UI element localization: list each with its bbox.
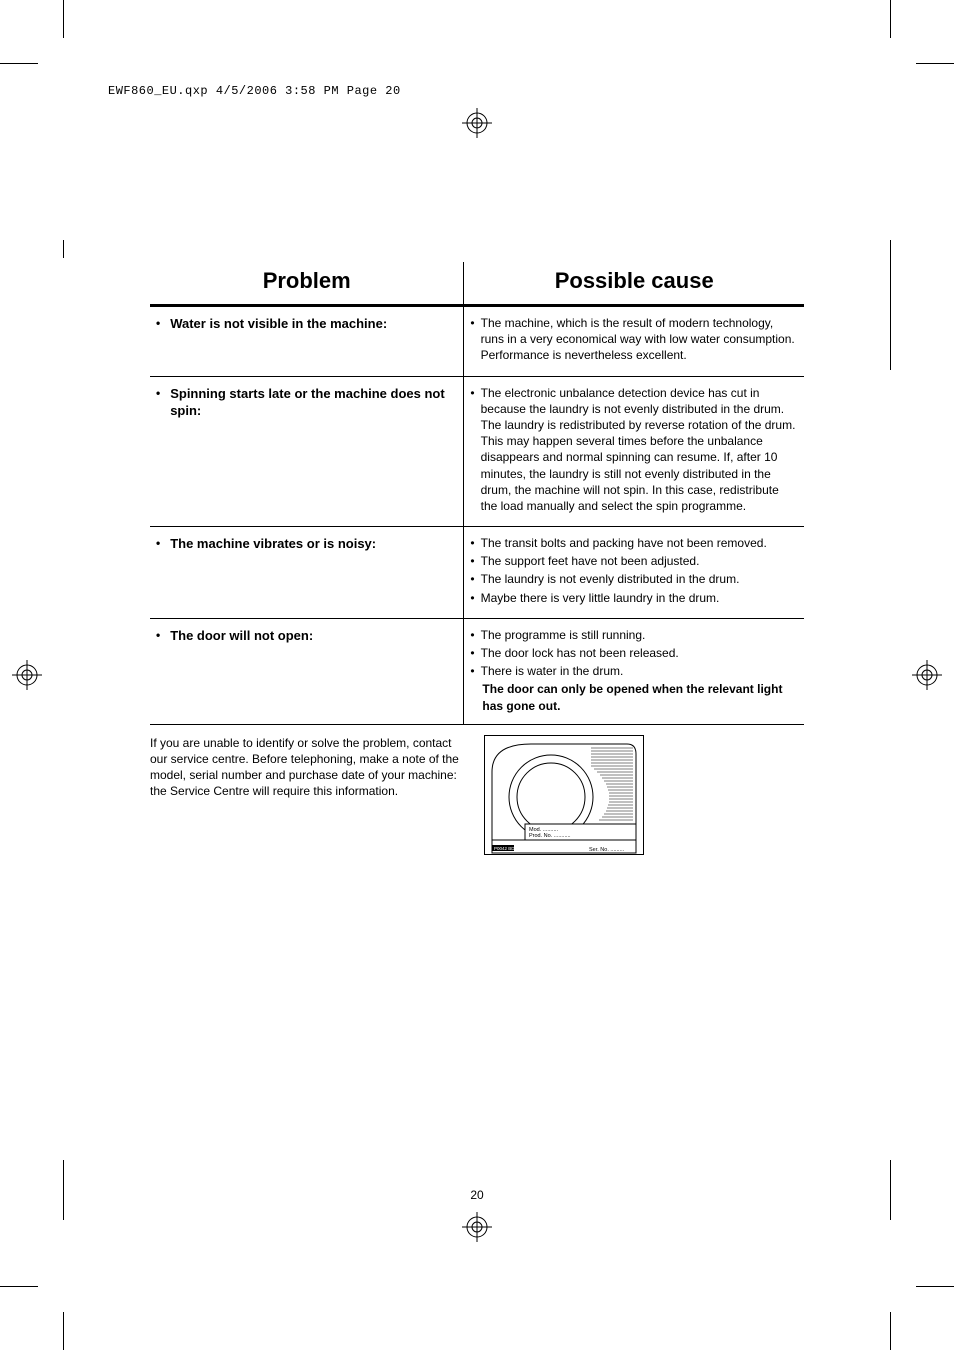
- cause-text: The electronic unbalance detection devic…: [481, 385, 798, 515]
- table-row: • Spinning starts late or the machine do…: [150, 376, 804, 527]
- footer-block: If you are unable to identify or solve t…: [150, 735, 804, 855]
- bullet-icon: •: [470, 571, 474, 587]
- service-info-text: If you are unable to identify or solve t…: [150, 735, 464, 800]
- problem-text: Water is not visible in the machine:: [170, 315, 387, 333]
- trim-line: [890, 240, 891, 370]
- preflight-header: EWF860_EU.qxp 4/5/2006 3:58 PM Page 20: [108, 84, 401, 98]
- bullet-icon: •: [470, 315, 474, 364]
- col-header-cause: Possible cause: [464, 262, 804, 306]
- bullet-icon: •: [156, 535, 160, 553]
- crop-mark: [916, 1286, 954, 1287]
- col-header-problem: Problem: [150, 262, 464, 306]
- bullet-icon: •: [470, 385, 474, 515]
- bullet-icon: •: [156, 315, 160, 333]
- registration-mark-icon: [462, 108, 492, 138]
- rating-plate-figure: Mod. .......... Prod. No. ........... Se…: [484, 735, 644, 855]
- registration-mark-icon: [12, 660, 42, 690]
- crop-mark: [890, 0, 891, 38]
- table-row: • The door will not open: • The programme…: [150, 618, 804, 724]
- problem-text: The machine vibrates or is noisy:: [170, 535, 376, 553]
- crop-mark: [63, 1312, 64, 1350]
- cause-text: The machine, which is the result of mode…: [481, 315, 798, 364]
- bullet-icon: •: [156, 627, 160, 645]
- crop-mark: [890, 1312, 891, 1350]
- troubleshoot-table: Problem Possible cause • Water is not vi…: [150, 262, 804, 725]
- figure-ser-label: Ser. No. .........: [589, 847, 625, 853]
- cause-text: Maybe there is very little laundry in th…: [481, 590, 798, 606]
- registration-mark-icon: [912, 660, 942, 690]
- cause-text: The support feet have not been adjusted.: [481, 553, 798, 569]
- crop-mark: [63, 0, 64, 38]
- registration-mark-icon: [462, 1212, 492, 1242]
- page-content: Problem Possible cause • Water is not vi…: [150, 262, 804, 855]
- cause-text: The programme is still running.: [481, 627, 798, 643]
- bullet-icon: •: [470, 627, 474, 643]
- problem-text: The door will not open:: [170, 627, 313, 645]
- table-row: • Water is not visible in the machine: •…: [150, 306, 804, 377]
- cause-text: The laundry is not evenly distributed in…: [481, 571, 798, 587]
- cause-text: The transit bolts and packing have not b…: [481, 535, 798, 551]
- problem-text: Spinning starts late or the machine does…: [170, 385, 457, 420]
- cause-note: The door can only be opened when the rel…: [470, 681, 798, 713]
- page-number: 20: [0, 1188, 954, 1202]
- bullet-icon: •: [470, 590, 474, 606]
- bullet-icon: •: [470, 663, 474, 679]
- trim-line: [63, 240, 64, 258]
- figure-badge: P0042 BD: [494, 846, 515, 851]
- table-row: • The machine vibrates or is noisy: • The…: [150, 527, 804, 619]
- bullet-icon: •: [470, 645, 474, 661]
- cause-text: The door lock has not been released.: [481, 645, 798, 661]
- cause-text: There is water in the drum.: [481, 663, 798, 679]
- crop-mark: [0, 1286, 38, 1287]
- bullet-icon: •: [470, 535, 474, 551]
- bullet-icon: •: [470, 553, 474, 569]
- crop-mark: [916, 63, 954, 64]
- crop-mark: [0, 63, 38, 64]
- bullet-icon: •: [156, 385, 160, 420]
- figure-prod-label: Prod. No. ...........: [529, 833, 571, 839]
